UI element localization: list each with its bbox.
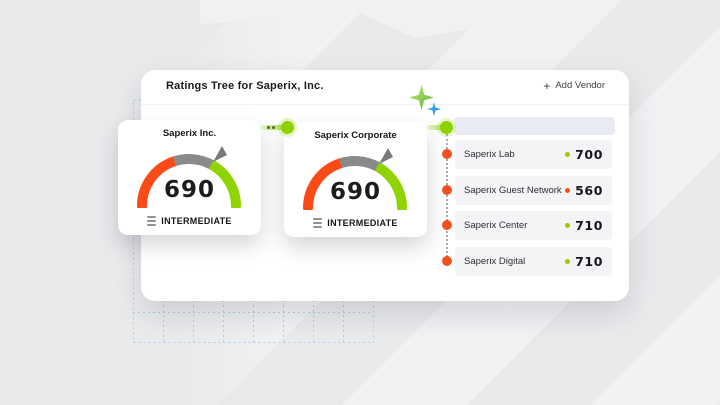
vendor-score: 710: [575, 254, 603, 269]
gauge-level-label: INTERMEDIATE: [161, 216, 232, 226]
vendor-row-saperix-digital[interactable]: Saperix Digital 710: [455, 247, 612, 276]
gauge-level: INTERMEDIATE: [284, 218, 427, 228]
gauge-meter: [137, 146, 241, 208]
tree-node-dot: [442, 149, 452, 159]
vendor-row-highlight[interactable]: [454, 117, 615, 135]
gauge-needle-icon: [213, 146, 227, 162]
vendor-name: Saperix Digital: [464, 256, 526, 267]
score-status-dot: [565, 259, 571, 264]
gauge-title: Saperix Corporate: [314, 130, 397, 141]
gauge-level-label: INTERMEDIATE: [327, 218, 398, 228]
vendor-row-saperix-center[interactable]: Saperix Center 710: [455, 211, 612, 240]
tree-node-dot: [442, 185, 452, 195]
add-vendor-label: Add Vendor: [555, 80, 605, 91]
plus-icon: +: [543, 78, 551, 93]
connector-mini-dot: [267, 126, 270, 129]
add-vendor-button[interactable]: + Add Vendor: [543, 78, 605, 93]
score-status-dot: [565, 152, 571, 157]
connector-line: [427, 125, 447, 130]
gauge-card-saperix-inc[interactable]: Saperix Inc. 690 INTERMEDIATE: [118, 120, 261, 235]
tree-branch-line: [446, 134, 448, 265]
gauge-level: INTERMEDIATE: [118, 216, 261, 226]
gauge-score: 690: [163, 177, 215, 203]
gauge-score: 690: [329, 179, 381, 205]
vendor-row-saperix-lab[interactable]: Saperix Lab 700: [455, 140, 612, 169]
connector-node-dot: [281, 121, 294, 134]
score-status-dot: [565, 223, 571, 228]
vendor-name: Saperix Guest Network: [464, 185, 562, 196]
page-title: Ratings Tree for Saperix, Inc.: [166, 80, 324, 92]
gauge-card-saperix-corporate[interactable]: Saperix Corporate 690 INTERMEDIATE: [284, 122, 427, 237]
connector-mini-dot: [272, 126, 275, 129]
vendor-name: Saperix Lab: [464, 149, 515, 160]
vendor-score: 710: [575, 218, 603, 233]
vendor-name: Saperix Center: [464, 220, 528, 231]
gauge-needle-icon: [379, 148, 393, 164]
card-header: Ratings Tree for Saperix, Inc. + Add Ven…: [141, 70, 629, 105]
connector-node-dot: [440, 121, 453, 134]
tree-node-dot: [442, 220, 452, 230]
score-status-dot: [565, 188, 571, 193]
vendor-row-saperix-guest-network[interactable]: Saperix Guest Network 560: [455, 176, 612, 205]
vendor-score: 560: [575, 183, 603, 198]
gauge-title: Saperix Inc.: [162, 128, 217, 139]
tree-node-dot: [442, 256, 452, 266]
intermediate-level-icon: [313, 218, 323, 228]
intermediate-level-icon: [147, 216, 157, 226]
vendor-score: 700: [575, 147, 603, 162]
gauge-meter: [303, 148, 407, 210]
